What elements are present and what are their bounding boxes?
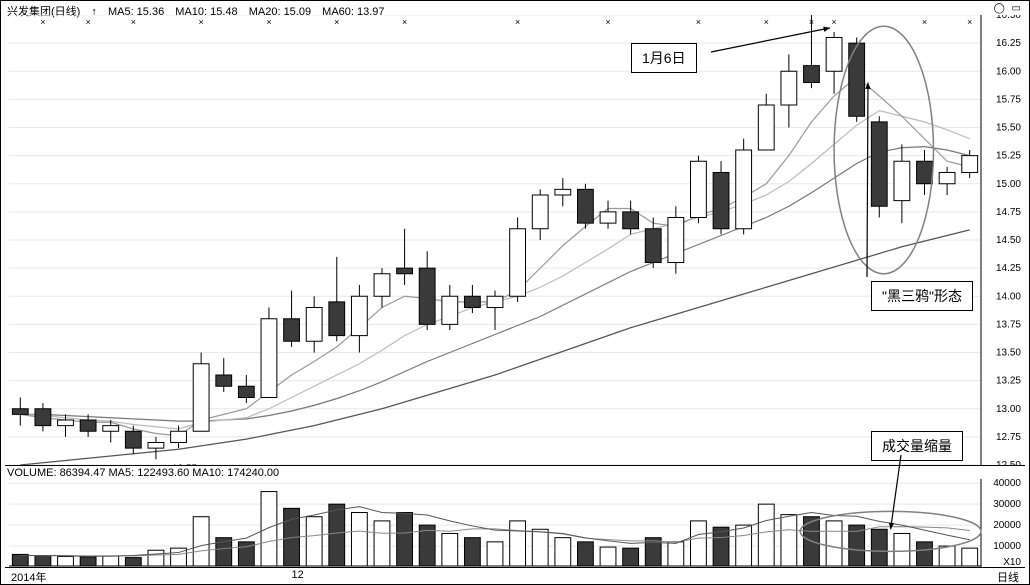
svg-text:14.25: 14.25 [996,263,1021,274]
svg-text:×: × [402,17,407,27]
svg-text:×: × [515,17,520,27]
svg-text:×: × [696,17,701,27]
svg-text:14.75: 14.75 [996,207,1021,218]
svg-text:13.50: 13.50 [996,348,1021,359]
svg-text:×: × [266,17,271,27]
svg-text:×: × [85,17,90,27]
svg-text:16.50: 16.50 [996,15,1021,21]
svg-text:×: × [334,17,339,27]
chart-container: 兴发集团(日线) ↑ MA5: 15.36 MA10: 15.48 MA20: … [0,0,1030,585]
volume-legend: VOLUME: 86394.47 MA5: 122493.60 MA10: 17… [7,467,279,479]
xaxis-left-label: 2014年 [11,569,46,585]
xaxis-mid-label: 12 [292,569,304,581]
volume-panel: 10000 20000 30000 40000 X10 [5,479,1025,567]
svg-text:13.00: 13.00 [996,404,1021,415]
svg-text:14.00: 14.00 [996,291,1021,302]
svg-text:30000: 30000 [993,499,1021,510]
svg-text:15.75: 15.75 [996,94,1021,105]
svg-text:×: × [764,17,769,27]
annotation-volume-box: 成交量缩量 [871,431,963,461]
svg-text:×: × [199,17,204,27]
price-panel: 12.50 12.75 13.00 13.25 13.50 13.75 14.00 14.25… [5,15,1025,466]
svg-text:×: × [831,17,836,27]
svg-text:15.00: 15.00 [996,179,1021,190]
window-controls-icon: ◯ ▭ [994,3,1023,14]
svg-text:15.25: 15.25 [996,151,1021,162]
svg-text:40000: 40000 [993,479,1021,489]
svg-text:20000: 20000 [993,520,1021,531]
x-axis: 2014年 12 日线 [5,567,1025,584]
volume-svg: 10000 20000 30000 40000 X10 [5,479,1025,567]
svg-text:16.00: 16.00 [996,66,1021,77]
svg-text:×: × [967,17,972,27]
svg-text:12.50: 12.50 [996,460,1021,465]
svg-text:×: × [40,17,45,27]
svg-text:×: × [809,17,814,27]
svg-text:15.50: 15.50 [996,123,1021,134]
svg-text:×: × [605,17,610,27]
xaxis-right-label: 日线 [997,569,1019,585]
svg-text:X10: X10 [1003,557,1021,567]
svg-text:←12.55: ←12.55 [162,463,197,465]
annotation-date-box: 1月6日 [631,43,697,73]
price-svg: 12.50 12.75 13.00 13.25 13.50 13.75 14.00 14.25… [5,15,1025,465]
svg-text:16.25: 16.25 [996,38,1021,49]
annotation-pattern-box: "黑三鸦"形态 [871,281,973,311]
svg-text:12.75: 12.75 [996,432,1021,443]
svg-text:10000: 10000 [993,541,1021,552]
svg-text:14.50: 14.50 [996,235,1021,246]
svg-text:×: × [922,17,927,27]
svg-text:13.25: 13.25 [996,376,1021,387]
svg-text:13.75: 13.75 [996,319,1021,330]
svg-text:×: × [131,17,136,27]
